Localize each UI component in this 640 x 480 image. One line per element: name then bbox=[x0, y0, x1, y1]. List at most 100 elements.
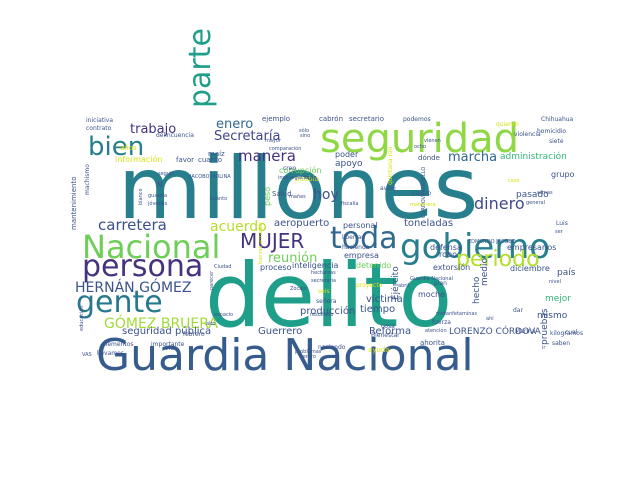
cloud-word: atención bbox=[425, 327, 447, 334]
cloud-word: Zócalo bbox=[290, 285, 307, 292]
cloud-word: hectáreas bbox=[311, 269, 336, 276]
cloud-word: acuerdo bbox=[210, 219, 267, 235]
cloud-word: enero bbox=[216, 117, 253, 132]
cloud-word: libertad bbox=[342, 234, 365, 241]
cloud-word: ahorita bbox=[420, 339, 445, 347]
cloud-word: siete bbox=[549, 138, 564, 145]
cloud-word: Guardia Nacional bbox=[96, 330, 474, 381]
cloud-word: elementos bbox=[102, 341, 134, 348]
cloud-word: Guerrero bbox=[258, 326, 302, 337]
cloud-word: EDMUNDO JACOBO bbox=[468, 239, 516, 245]
cloud-word: febrero bbox=[183, 331, 205, 338]
cloud-word: Salud bbox=[272, 190, 292, 198]
cloud-word: homicidio bbox=[537, 128, 566, 135]
cloud-word: detenido bbox=[356, 261, 391, 270]
cloud-word: poder bbox=[335, 150, 359, 159]
cloud-word: problemas bbox=[295, 349, 322, 355]
cloud-word: sólo bbox=[299, 127, 309, 134]
cloud-word: administración bbox=[500, 151, 567, 162]
cloud-word: años bbox=[120, 144, 137, 152]
cloud-word: importante bbox=[151, 341, 185, 348]
cloud-word: jóvenes bbox=[147, 200, 168, 207]
cloud-word: vienen bbox=[424, 138, 441, 144]
cloud-word: llevamos bbox=[97, 350, 124, 357]
cloud-word: educación bbox=[78, 305, 85, 331]
cloud-word: HERNÁN GÓMEZ bbox=[75, 278, 191, 296]
cloud-word: dinero bbox=[474, 194, 525, 213]
cloud-word: nivel bbox=[549, 279, 561, 285]
cloud-word: delincuencia bbox=[156, 132, 194, 139]
cloud-word: Chihuahua bbox=[541, 116, 574, 123]
cloud-word: violencia bbox=[514, 131, 541, 138]
cloud-word: sino bbox=[300, 133, 310, 139]
cloud-word: apoyo bbox=[335, 159, 363, 169]
cloud-word: Nacional bbox=[82, 228, 220, 266]
cloud-word: comparación bbox=[269, 145, 301, 152]
cloud-word: CORDOVA VIANELLO bbox=[421, 167, 427, 218]
cloud-word: quieren bbox=[496, 121, 519, 128]
cloud-word: JACOBO MOLINA bbox=[189, 174, 231, 180]
cloud-word: cual bbox=[565, 329, 578, 336]
cloud-word: parte bbox=[183, 28, 218, 108]
cloud-word: abril bbox=[398, 283, 409, 289]
cloud-word: grupo bbox=[551, 170, 575, 179]
cloud-word: país bbox=[557, 268, 576, 278]
cloud-word: ejemplo bbox=[262, 115, 290, 123]
cloud-word: Bienestar bbox=[371, 332, 400, 339]
cloud-word: alto bbox=[206, 321, 215, 327]
cloud-word: maíz bbox=[208, 150, 225, 158]
cloud-word: peso bbox=[263, 187, 272, 206]
cloud-word: centro bbox=[300, 354, 316, 360]
cloud-word: gente bbox=[76, 285, 163, 320]
cloud-word: resultado bbox=[310, 312, 333, 318]
cloud-word: mantenimiento bbox=[70, 176, 78, 230]
cloud-word: cabrón bbox=[319, 115, 343, 123]
cloud-word: mayor bbox=[265, 138, 282, 144]
cloud-word: pasado bbox=[516, 190, 549, 200]
cloud-word: gobierno bbox=[400, 227, 550, 267]
cloud-word: seguir bbox=[158, 171, 174, 177]
cloud-word: fiscalía bbox=[341, 200, 358, 207]
cloud-word: iniciativa bbox=[86, 117, 113, 124]
cloud-word: diciembre bbox=[510, 264, 550, 273]
cloud-word: seguridad bbox=[320, 116, 519, 162]
cloud-word: víctima bbox=[366, 293, 403, 305]
cloud-word: pueblo bbox=[295, 175, 319, 183]
cloud-word: fuerza bbox=[432, 319, 451, 326]
cloud-word: empresa bbox=[344, 251, 379, 260]
cloud-word: vida bbox=[165, 345, 178, 352]
cloud-word: dónde bbox=[418, 154, 440, 162]
cloud-word: Ciudad bbox=[214, 264, 231, 270]
cloud-word: persona bbox=[82, 249, 203, 284]
cloud-word: espacio bbox=[214, 312, 233, 318]
cloud-word: señora bbox=[316, 298, 337, 305]
cloud-word: machismo bbox=[84, 164, 91, 195]
cloud-word: Reforma bbox=[369, 326, 411, 337]
cloud-word: Luis bbox=[556, 220, 568, 227]
cloud-word: toneladas bbox=[404, 218, 453, 229]
cloud-word: fuerzas armadas bbox=[258, 222, 264, 264]
cloud-word: proyecto bbox=[356, 282, 383, 289]
cloud-word: secretaria bbox=[311, 278, 336, 284]
cloud-word: corrupción bbox=[279, 165, 321, 175]
cloud-word: GÓMEZ BRUERA bbox=[104, 314, 218, 332]
cloud-word: ser bbox=[555, 229, 564, 235]
cloud-word: hoy bbox=[313, 187, 339, 203]
cloud-word: guardia bbox=[148, 193, 167, 199]
cloud-word: robo bbox=[439, 250, 457, 259]
cloud-word: ir bbox=[542, 345, 546, 351]
cloud-word: naciendo bbox=[318, 344, 346, 351]
cloud-word: trabajo bbox=[130, 122, 176, 137]
cloud-word: mañanera bbox=[410, 202, 436, 208]
cloud-word: hecho bbox=[472, 276, 482, 304]
cloud-word: producción bbox=[300, 305, 355, 317]
cloud-word: extorsión bbox=[433, 262, 470, 272]
cloud-word: general bbox=[526, 200, 545, 206]
cloud-word: dar bbox=[513, 307, 523, 314]
cloud-word: contrato bbox=[86, 125, 112, 132]
cloud-word: N bbox=[157, 181, 162, 189]
cloud-word: investigaciones bbox=[278, 175, 317, 181]
cloud-word: información bbox=[115, 154, 162, 164]
